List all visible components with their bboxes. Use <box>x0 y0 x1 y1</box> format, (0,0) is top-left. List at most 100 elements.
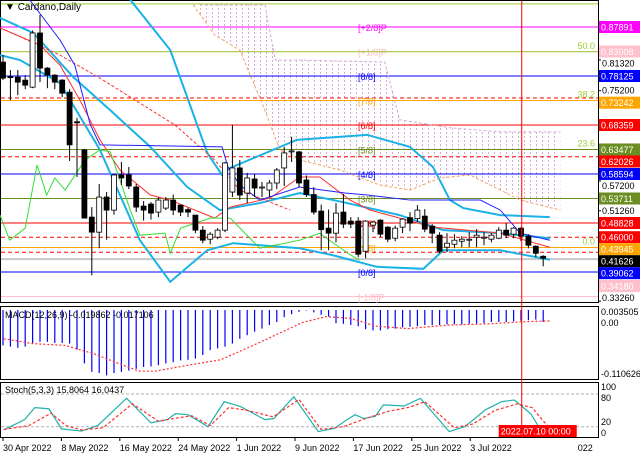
candle <box>540 255 547 267</box>
candle <box>170 194 177 216</box>
dropdown-triangle-icon[interactable]: ▼ <box>5 2 15 13</box>
indicator-cloud_lower <box>192 4 561 211</box>
murrey-label: [0/8] <box>358 268 376 278</box>
candle <box>488 233 495 243</box>
candle <box>214 228 221 240</box>
fib-label: 50.0 <box>577 41 595 51</box>
price-level-box <box>599 96 640 109</box>
candle <box>303 175 310 198</box>
macd-axis-label: 0.00 <box>601 318 619 328</box>
candle-body <box>392 227 399 239</box>
candle <box>133 184 140 213</box>
candle-body <box>399 218 406 228</box>
date-tick-label: 24 May 2022 <box>178 443 230 453</box>
candle-body <box>22 79 29 86</box>
candle <box>473 229 480 248</box>
candle-body <box>370 221 376 226</box>
candle <box>325 209 332 251</box>
price-level-box <box>599 280 640 292</box>
candle <box>518 227 524 242</box>
candle-body <box>177 204 184 213</box>
candle-body <box>148 203 154 214</box>
stoch-axis-label: 80 <box>601 393 611 403</box>
candle <box>185 207 191 218</box>
candle <box>74 117 80 177</box>
candle <box>29 30 36 89</box>
candle <box>14 70 21 96</box>
date-tick-label: 25 Jun 2022 <box>412 443 462 453</box>
candle-body <box>466 238 473 241</box>
candle-body <box>281 152 288 169</box>
candle <box>288 136 295 162</box>
candle-body <box>118 174 125 179</box>
candle-body <box>362 220 369 252</box>
indicator-line_green <box>0 149 360 261</box>
candle <box>444 233 450 253</box>
candle <box>88 207 95 276</box>
stoch-axis-label: 0 <box>601 428 606 438</box>
stoch-axis-label: 100 <box>601 382 616 392</box>
candle-body <box>444 242 450 248</box>
candle <box>103 192 110 240</box>
candle <box>510 227 517 239</box>
candle-body <box>207 233 214 240</box>
candle-body <box>377 219 384 235</box>
candle-body <box>192 214 199 231</box>
price-level-box <box>599 243 640 256</box>
date-tick-label: 022 <box>578 443 593 453</box>
candle-body <box>510 227 517 235</box>
candle-body <box>288 150 295 153</box>
candle <box>370 221 376 233</box>
candle-body <box>111 174 117 211</box>
price-level-value: 0.62026 <box>601 157 634 167</box>
candle <box>340 194 347 229</box>
candle-body <box>0 61 6 79</box>
candle-body <box>251 178 258 189</box>
price-level-box <box>599 192 640 205</box>
candle-body <box>244 177 251 194</box>
candle <box>51 74 58 90</box>
candle-body <box>266 182 273 191</box>
candle <box>414 205 421 223</box>
candle-body <box>125 174 132 187</box>
candle <box>251 173 258 198</box>
price-tick-label: 0.75200 <box>602 86 635 96</box>
candle <box>384 226 391 243</box>
price-level-value: 0.63477 <box>601 145 634 155</box>
date-tick-label: 16 May 2022 <box>120 443 172 453</box>
price-level-box <box>599 255 640 268</box>
price-level-value: 0.78125 <box>601 72 634 82</box>
candle-body <box>310 194 317 213</box>
price-level-box <box>599 231 640 244</box>
price-tick-label: 0.33260 <box>602 293 635 303</box>
candle-body <box>473 234 480 238</box>
macd-panel: MACD(12,26,9) -0.019862 -0.017106 <box>0 306 599 380</box>
candle <box>125 166 132 190</box>
candle <box>333 203 339 243</box>
candle-body <box>96 196 103 233</box>
price-tick-label: 0.81320 <box>602 59 635 69</box>
candle <box>222 161 228 233</box>
candle <box>244 172 251 204</box>
price-level-value: 0.53711 <box>601 194 633 204</box>
candle-body <box>222 162 228 231</box>
candle-body <box>421 215 428 230</box>
candle <box>503 223 510 239</box>
candle <box>296 150 302 188</box>
candle <box>532 245 539 258</box>
price-level-box <box>599 21 640 33</box>
candle-body <box>481 236 487 239</box>
candle-body <box>273 169 280 184</box>
murrey-label: [+1/8]P <box>358 48 387 58</box>
candle <box>199 226 206 244</box>
candle <box>310 187 317 215</box>
candle <box>177 204 184 217</box>
candle-body <box>44 67 51 76</box>
price-panel[interactable]: [+2/8]P [+1/8]P 50.0 [8/8] [7/8] 38.2 [6/8] [5/… <box>0 0 599 303</box>
candle-body <box>296 151 302 184</box>
murrey-label: [5/8] <box>358 145 376 155</box>
candle-body <box>347 220 354 225</box>
candle-body <box>355 220 362 255</box>
